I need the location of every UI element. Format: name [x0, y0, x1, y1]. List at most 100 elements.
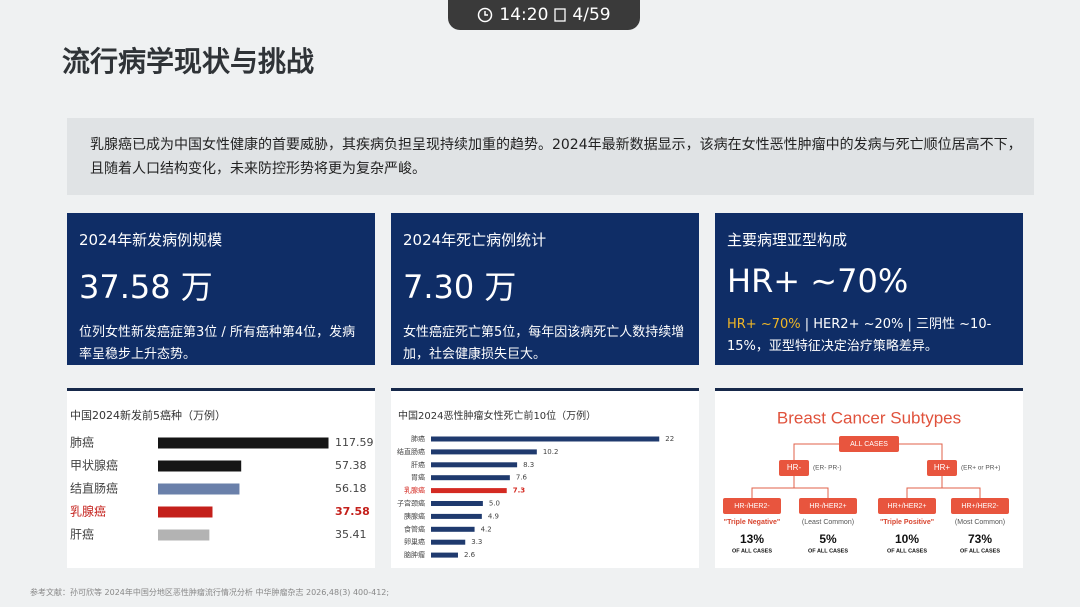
bar [431, 449, 537, 455]
value-label: 22 [665, 435, 674, 443]
node-note: (ER- PR-) [813, 465, 842, 472]
node-pct: 73% [968, 532, 992, 546]
category-label: 食管癌 [404, 524, 425, 533]
bar [431, 552, 458, 558]
node-box [878, 498, 936, 514]
stat-card: 2024年死亡病例统计 7.30 万 女性癌症死亡第5位，每年因该病死亡人数持续… [391, 213, 699, 365]
card-desc-wrap: HR+ ~70% | HER2+ ~20% | 三阴性 ~10-15%，亚型特征… [727, 314, 1011, 358]
value-label: 10.2 [543, 448, 559, 456]
value-label: 2.6 [464, 551, 476, 559]
stat-card: 2024年新发病例规模 37.58 万 位列女性新发癌症第3位 / 所有癌种第4… [67, 213, 375, 365]
node-label: HR-/HER2- [734, 503, 770, 510]
category-label: 胃癌 [411, 473, 425, 482]
toolbar: 14:20 4/59 [448, 0, 640, 30]
node-sub: (Most Common) [955, 519, 1005, 526]
value-label: 7.3 [513, 487, 526, 495]
node-sub: "Triple Negative" [724, 519, 780, 526]
value-label: 8.3 [523, 461, 534, 469]
value-label: 35.41 [335, 528, 367, 541]
card-value: 7.30 万 [403, 268, 517, 306]
node-label: HR+ [934, 463, 951, 472]
card-desc: | HER2+ ~20% | 三阴性 ~10-15%，亚型特征决定治疗策略差异。 [727, 317, 992, 354]
diagram: Breast Cancer Subtypes ALL CASES HR- (ER… [723, 408, 1009, 554]
bar [431, 526, 475, 532]
value-label: 56.18 [335, 482, 367, 495]
card-value: 37.58 万 [79, 268, 213, 306]
category-label: 肝癌 [70, 527, 94, 542]
card-desc: 女性癌症死亡第5位，每年因该病死亡人数持续增加，社会健康损失巨大。 [403, 325, 685, 362]
node-sub: "Triple Positive" [880, 519, 934, 526]
node-caption: OF ALL CASES [887, 548, 927, 554]
card-desc: 位列女性新发癌症第3位 / 所有癌种第4位，发病率呈稳步上升态势。 [79, 325, 356, 362]
category-label: 乳腺癌 [70, 504, 106, 519]
value-label: 4.9 [488, 512, 499, 520]
stat-card: 主要病理亚型构成 HR+ ~70% HR+ ~70% | HER2+ ~20% … [715, 213, 1023, 365]
card-value: HR+ ~70% [727, 262, 909, 300]
card-label: 2024年新发病例规模 [79, 231, 223, 249]
bar [158, 529, 210, 541]
node-caption: OF ALL CASES [808, 548, 848, 554]
chart: 中国2024恶性肿瘤女性死亡前10位（万例） 肺癌 22 结直肠癌 10.2 肝癌 8.3 胃… [397, 409, 674, 559]
node-caption: OF ALL CASES [732, 548, 772, 554]
page-icon [554, 8, 567, 22]
category-label: 肺癌 [411, 434, 425, 443]
bar [431, 539, 466, 545]
connectors [751, 443, 981, 498]
node-sub: (Least Common) [802, 519, 854, 526]
value-label: 37.58 [335, 505, 370, 518]
value-label: 7.6 [516, 474, 528, 482]
diagram-panel: Breast Cancer Subtypes ALL CASES HR- (ER… [715, 388, 1023, 568]
category-label: 甲状腺癌 [70, 458, 118, 473]
chart: 中国2024新发前5癌种（万例） 肺癌 117.59 甲状腺癌 57.38 结直肠癌 56.… [70, 408, 374, 542]
intro-text: 乳腺癌已成为中国女性健康的首要威胁，其疾病负担呈现持续加重的趋势。2024年最新… [90, 136, 1022, 177]
chart-title: 中国2024新发前5癌种（万例） [70, 408, 226, 422]
bar [158, 437, 329, 449]
category-label: 胰腺癌 [404, 511, 425, 520]
node-label: HR- [787, 463, 802, 472]
node-label: HR-/HER2+ [809, 503, 846, 510]
node-box [723, 498, 781, 514]
node-caption: OF ALL CASES [960, 548, 1000, 554]
card-label: 2024年死亡病例统计 [403, 231, 547, 249]
node-note: (ER+ or PR+) [961, 465, 1000, 472]
node-label: HR+/HER2+ [888, 503, 927, 510]
bar [158, 483, 240, 495]
category-label: 肝癌 [411, 460, 425, 469]
node-pct: 13% [740, 532, 764, 546]
node-label: HR+/HER2- [961, 503, 999, 510]
node-box [779, 460, 809, 476]
diagram-title: Breast Cancer Subtypes [777, 408, 961, 427]
bar [431, 488, 507, 494]
chart-panel: 中国2024恶性肿瘤女性死亡前10位（万例） 肺癌 22 结直肠癌 10.2 肝癌 8.3 胃… [391, 388, 699, 568]
category-label: 卵巢癌 [404, 537, 425, 546]
intro-box: 乳腺癌已成为中国女性健康的首要威胁，其疾病负担呈现持续加重的趋势。2024年最新… [67, 118, 1034, 195]
page-number: 4/59 [572, 5, 611, 25]
value-label: 5.0 [489, 500, 500, 508]
card-highlight: HR+ ~70% [727, 317, 801, 332]
card-label: 主要病理亚型构成 [727, 231, 848, 249]
node-box [927, 460, 957, 476]
bar [431, 501, 483, 506]
value-label: 57.38 [335, 459, 367, 472]
slide-title: 流行病学现状与挑战 [62, 45, 315, 78]
bar [431, 436, 660, 442]
chart-title: 中国2024恶性肿瘤女性死亡前10位（万例） [398, 409, 596, 422]
value-label: 4.2 [481, 525, 492, 533]
node-pct: 5% [819, 532, 837, 546]
clock-icon [478, 7, 493, 23]
footer: 参考文献：孙可欣等 2024年中国分地区恶性肿瘤流行情况分析 中华肿瘤杂志 20… [30, 588, 390, 597]
leaves: HR-/HER2- "Triple Negative" 13% OF ALL CASE… [723, 498, 1009, 554]
bar [158, 506, 213, 518]
bar [431, 513, 482, 519]
bar [158, 460, 242, 472]
category-label: 结直肠癌 [397, 447, 425, 456]
category-label: 结直肠癌 [70, 481, 118, 496]
chart-panel: 中国2024新发前5癌种（万例） 肺癌 117.59 甲状腺癌 57.38 结直肠癌 56.… [67, 388, 375, 568]
node-box [839, 436, 899, 452]
node-box [951, 498, 1009, 514]
category-label: 肺癌 [70, 435, 94, 450]
bar [431, 462, 518, 468]
value-label: 117.59 [335, 436, 374, 449]
category-label: 乳腺癌 [404, 486, 425, 495]
